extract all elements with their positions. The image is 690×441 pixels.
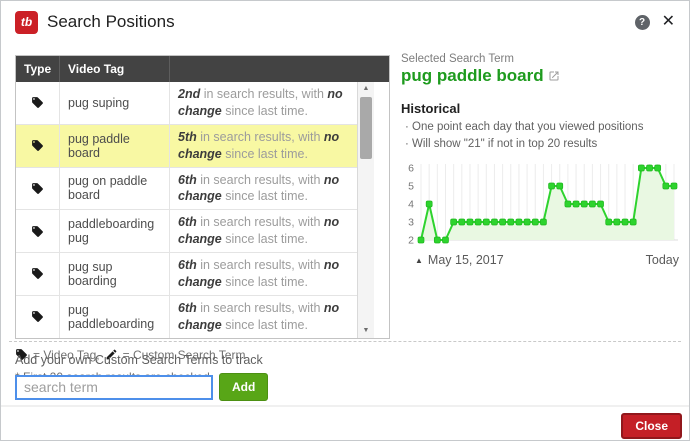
table-scrollbar[interactable]: ▲ ▼ xyxy=(357,82,374,338)
external-link-icon[interactable] xyxy=(548,70,560,82)
historical-title: Historical xyxy=(401,101,461,116)
page-title: Search Positions xyxy=(47,12,175,31)
historical-note: · One point each day that you viewed pos… xyxy=(405,121,644,133)
svg-text:5: 5 xyxy=(408,181,414,193)
help-icon[interactable]: ? xyxy=(634,14,650,30)
video-tag-cell: pug on paddle board xyxy=(60,167,170,210)
tag-icon xyxy=(16,349,27,360)
position-description-cell: 6th in search results, with no change si… xyxy=(178,300,340,332)
tag-icon xyxy=(16,295,60,338)
position-description-cell: 5th in search results, with no change si… xyxy=(178,129,340,161)
scrollbar-thumb[interactable] xyxy=(360,97,372,159)
add-custom-term-section: Add your own Custom Search Terms to trac… xyxy=(15,353,269,401)
historical-note: · Will show "21" if not in top 20 result… xyxy=(405,137,598,150)
xaxis-start-label: May 15, 2017 xyxy=(427,253,504,268)
close-icon[interactable]: ✕ xyxy=(661,13,675,30)
scrollbar-down-arrow-icon[interactable]: ▼ xyxy=(362,326,370,334)
table-row[interactable]: pug paddleboarding 6th in search results… xyxy=(16,295,357,338)
tag-icon xyxy=(16,124,60,167)
video-tag-cell: paddleboarding pug xyxy=(60,210,170,252)
table-row[interactable]: pug suping 2nd in search results, with n… xyxy=(16,82,357,125)
historical-chart: 6 5 4 3 2 ▲ May 15, 2017 Today xyxy=(401,160,681,268)
selected-search-term-value[interactable]: pug paddle board xyxy=(401,66,544,85)
svg-text:2: 2 xyxy=(408,235,414,247)
column-header-type: Type xyxy=(16,56,60,82)
right-panel: Selected Search Term pug paddle board Hi… xyxy=(401,53,681,267)
search-positions-table: Type Video Tag pug suping 2nd in search … xyxy=(15,55,390,339)
video-tag-cell: pug paddleboarding xyxy=(60,295,170,338)
selected-search-term-label: Selected Search Term xyxy=(401,53,514,65)
svg-text:3: 3 xyxy=(408,217,414,229)
scrollbar-up-arrow-icon[interactable]: ▲ xyxy=(362,85,370,92)
table-row[interactable]: pug sup boarding 6th in search results, … xyxy=(16,253,357,296)
start-marker-icon: ▲ xyxy=(415,255,423,265)
xaxis-end-label: Today xyxy=(645,253,679,268)
svg-text:4: 4 xyxy=(408,199,414,211)
dashed-divider xyxy=(9,341,681,342)
add-custom-term-label: Add your own Custom Search Terms to trac… xyxy=(15,353,263,367)
add-button[interactable]: Add xyxy=(219,373,269,401)
tag-icon xyxy=(16,82,60,124)
legend: = Video Tag, = Custom Search Term xyxy=(15,348,390,362)
tag-icon xyxy=(16,167,60,210)
search-term-input[interactable] xyxy=(15,374,213,400)
tag-icon xyxy=(16,253,60,295)
video-tag-cell: pug paddle board xyxy=(60,124,170,167)
selected-search-term-link[interactable]: pug paddle board xyxy=(401,66,681,86)
column-header-video-tag: Video Tag xyxy=(60,56,170,82)
legend-video-tag-label: = Video Tag, xyxy=(33,347,100,362)
legend-custom-term-label: = Custom Search Term xyxy=(122,347,246,362)
pencil-icon xyxy=(106,349,117,360)
video-tag-cell: pug suping xyxy=(60,82,170,124)
table-row[interactable]: pug on paddle board 6th in search result… xyxy=(16,167,357,211)
tubebuddy-logo-icon: tb xyxy=(15,10,38,34)
table-header: Type Video Tag xyxy=(16,56,389,82)
left-panel: Type Video Tag pug suping 2nd in search … xyxy=(15,55,390,384)
close-button[interactable]: Close xyxy=(621,413,682,439)
position-description-cell: 6th in search results, with no change si… xyxy=(178,215,340,247)
table-row[interactable]: paddleboarding pug 6th in search results… xyxy=(16,210,357,253)
position-description-cell: 2nd in search results, with no change si… xyxy=(178,87,343,118)
dialog-header: tb Search Positions ? ✕ xyxy=(1,1,689,43)
position-description-cell: 6th in search results, with no change si… xyxy=(178,172,340,204)
table-row[interactable]: pug paddle board 5th in search results, … xyxy=(16,124,357,168)
historical-notes: · One point each day that you viewed pos… xyxy=(401,119,681,152)
position-history-line-chart: 6 5 4 3 2 xyxy=(408,163,678,247)
footer-divider xyxy=(1,405,689,407)
svg-text:6: 6 xyxy=(408,163,414,175)
column-header-description xyxy=(170,56,389,82)
position-description-cell: 6th in search results, with no change si… xyxy=(178,258,340,289)
tag-icon xyxy=(16,210,60,252)
video-tag-cell: pug sup boarding xyxy=(60,253,170,295)
